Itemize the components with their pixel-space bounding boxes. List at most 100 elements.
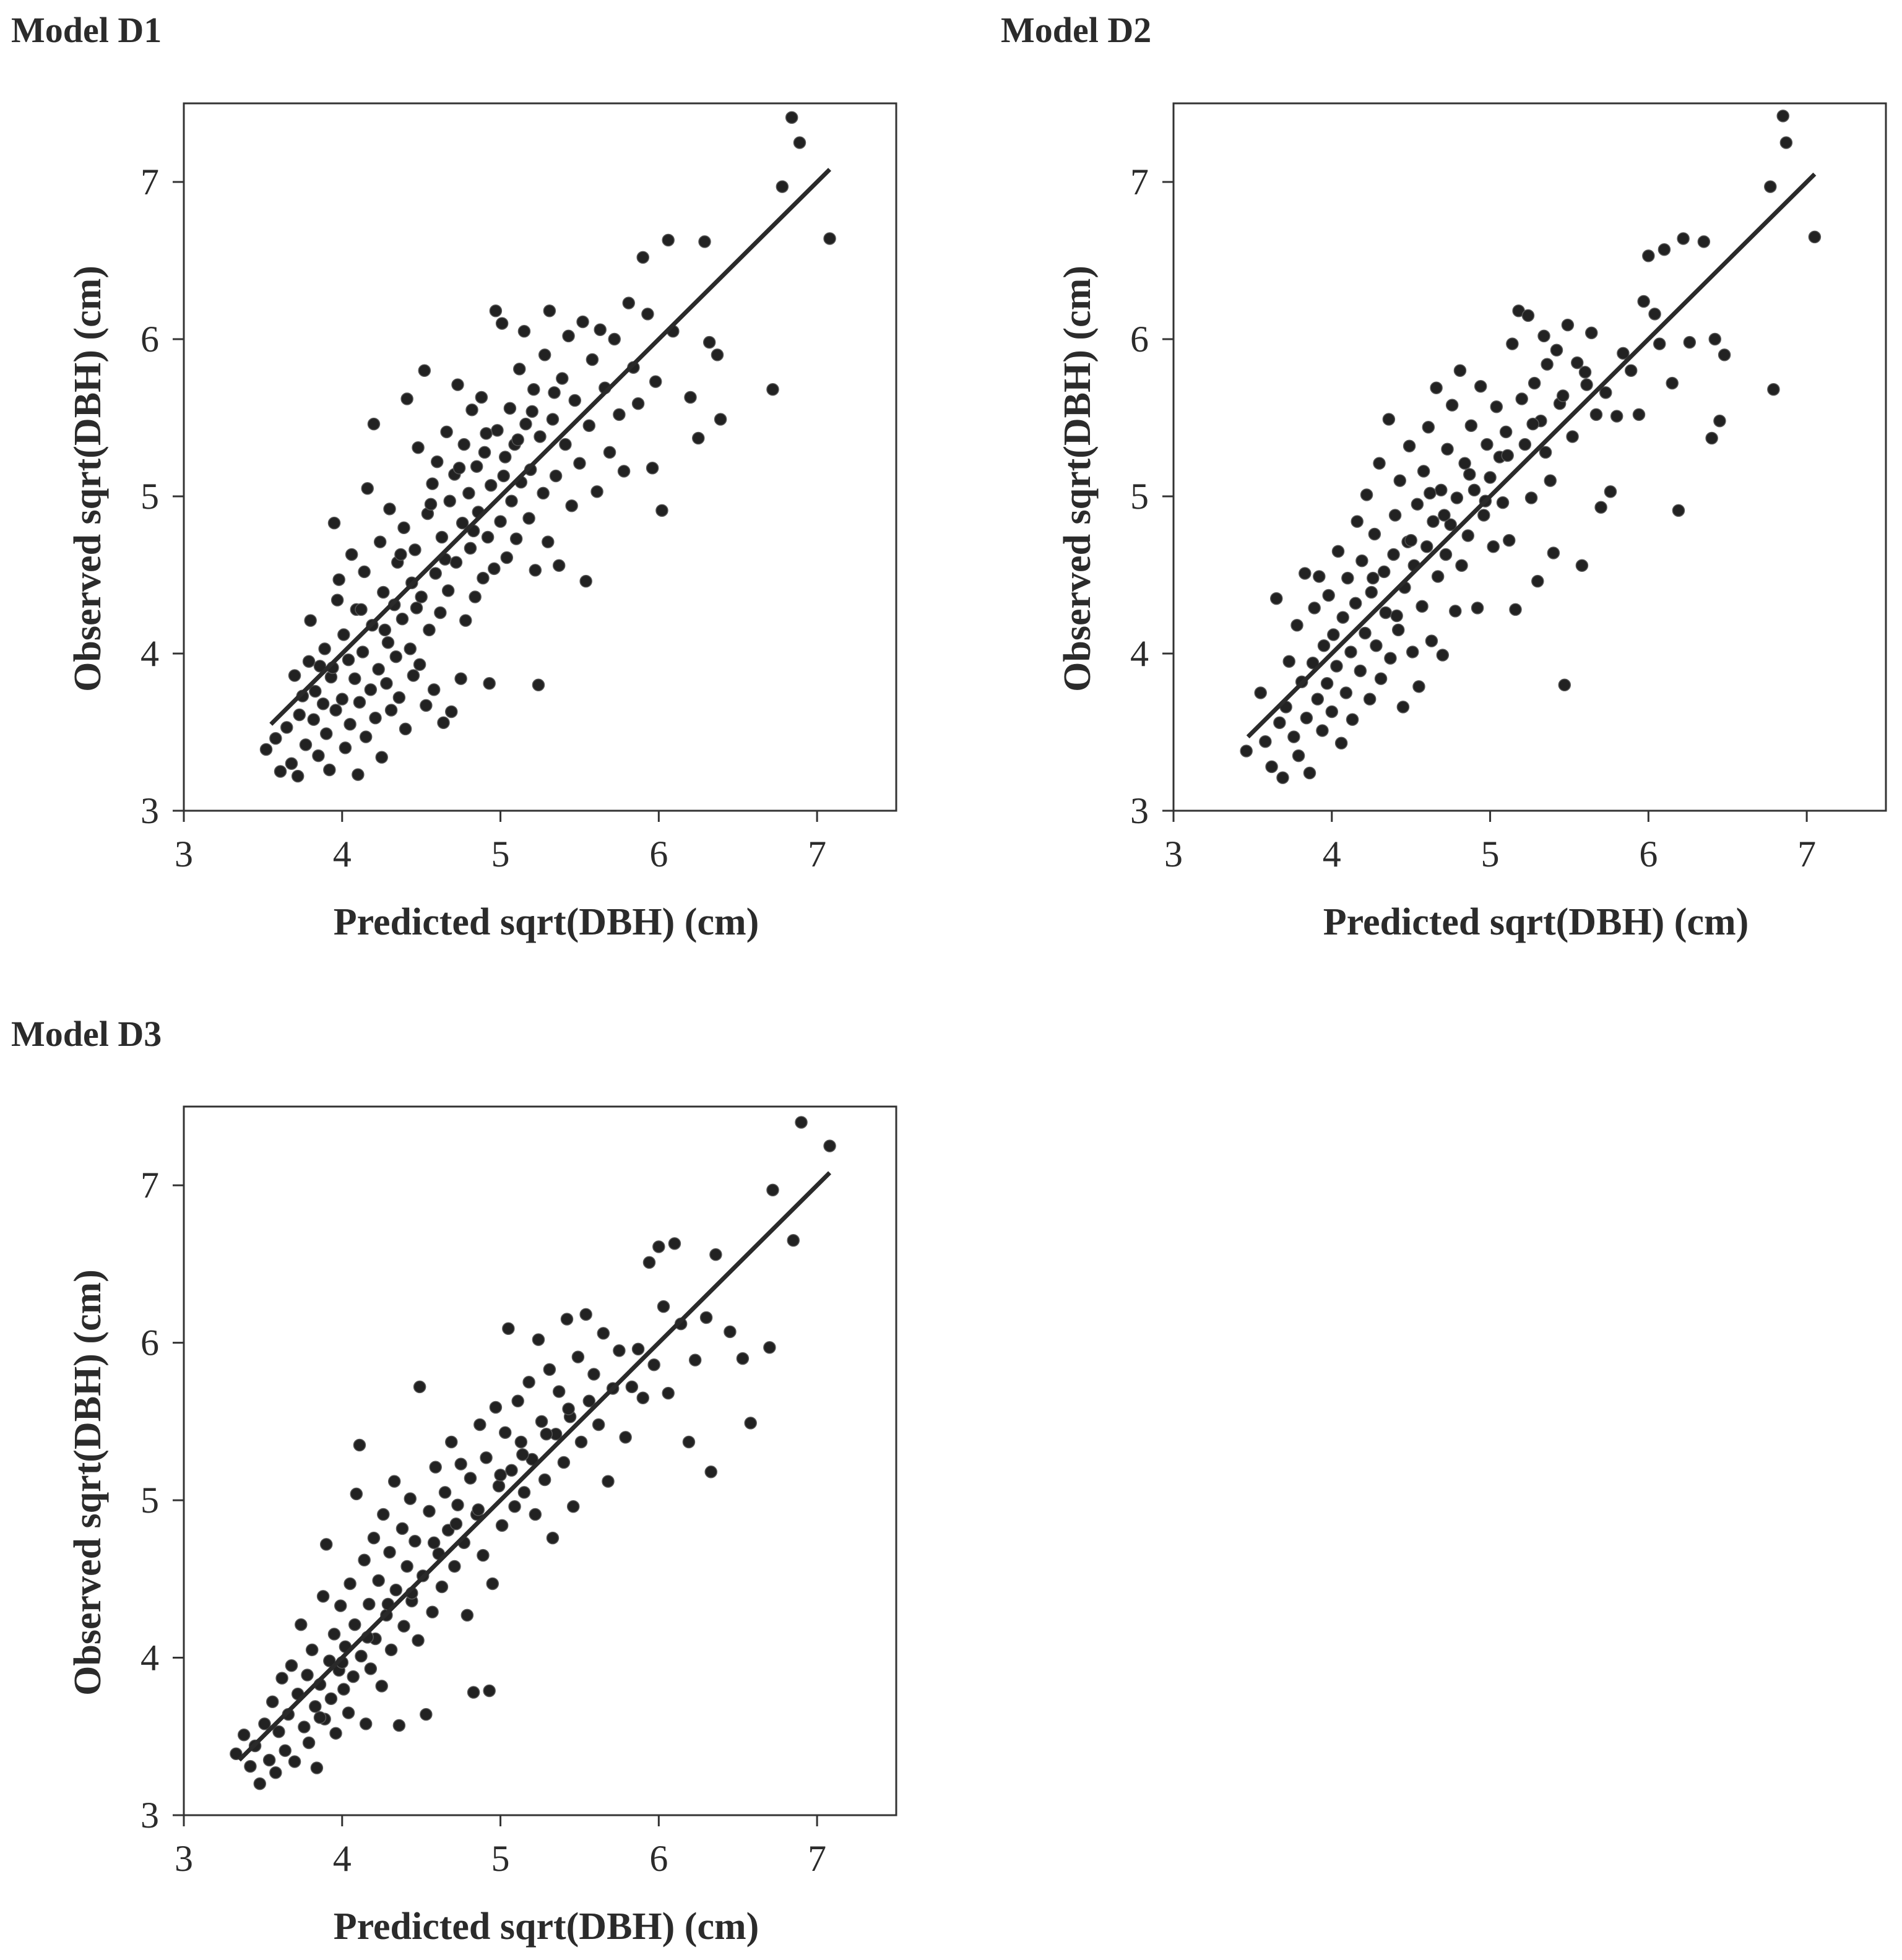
data-point <box>1300 711 1313 725</box>
data-point <box>452 462 466 475</box>
data-point <box>1515 392 1528 405</box>
data-point <box>1677 232 1690 245</box>
data-point <box>1779 136 1793 149</box>
data-point <box>543 1363 556 1376</box>
x-axis-label: Predicted sqrt(DBH) (cm) <box>1323 901 1749 943</box>
data-point <box>387 1475 401 1488</box>
data-point <box>512 363 526 376</box>
data-point <box>426 1605 439 1619</box>
data-point <box>397 521 410 535</box>
data-point <box>1425 634 1438 647</box>
data-point <box>1518 438 1532 451</box>
data-point <box>358 1553 371 1567</box>
x-tick-label: 7 <box>1797 834 1816 874</box>
data-point <box>1259 735 1272 748</box>
data-point <box>1331 545 1345 558</box>
data-point <box>230 1747 243 1761</box>
data-point <box>396 612 409 626</box>
data-point <box>435 530 449 544</box>
data-point <box>1642 249 1655 262</box>
data-point <box>404 1492 417 1505</box>
data-point <box>1367 571 1380 585</box>
data-point <box>318 642 331 655</box>
data-point <box>1412 680 1425 693</box>
data-point <box>535 1415 548 1428</box>
data-point <box>258 1717 271 1730</box>
x-tick-label: 4 <box>333 1838 352 1879</box>
data-point <box>1718 348 1731 361</box>
data-point <box>1325 705 1339 719</box>
data-point <box>592 1418 605 1431</box>
data-point <box>537 486 550 500</box>
data-point <box>1624 364 1638 378</box>
data-point <box>335 693 349 706</box>
data-point <box>1384 652 1397 665</box>
data-point <box>1575 559 1589 572</box>
data-point <box>274 765 287 778</box>
data-point <box>441 584 455 597</box>
data-point <box>1541 358 1554 371</box>
data-point <box>438 1486 452 1499</box>
data-point <box>1461 529 1474 542</box>
data-point <box>1420 540 1433 553</box>
data-point <box>375 1680 388 1693</box>
data-point <box>418 364 431 378</box>
data-point <box>359 730 373 743</box>
data-point <box>396 1522 409 1535</box>
data-point <box>1382 413 1396 426</box>
data-point <box>1617 347 1630 360</box>
data-point <box>613 1344 626 1357</box>
x-tick-label: 4 <box>1323 834 1341 874</box>
data-point <box>625 1380 639 1394</box>
data-point <box>1373 457 1386 470</box>
data-point <box>652 1240 665 1253</box>
data-point <box>1496 496 1510 509</box>
data-point <box>1265 760 1278 774</box>
data-point <box>272 1725 285 1738</box>
data-point <box>763 1341 776 1354</box>
data-point <box>1509 603 1522 616</box>
data-point <box>522 1376 535 1389</box>
data-point <box>1396 701 1410 714</box>
data-point <box>1368 527 1381 541</box>
data-point <box>1316 724 1329 737</box>
data-point <box>1346 713 1359 726</box>
data-point <box>1424 486 1437 500</box>
data-point <box>1484 471 1497 484</box>
data-point <box>408 543 421 556</box>
data-point <box>427 1536 441 1550</box>
data-point <box>1544 474 1557 487</box>
data-point <box>662 1386 675 1400</box>
y-tick-label: 3 <box>140 790 159 831</box>
data-point <box>435 1580 449 1594</box>
data-point <box>714 413 727 426</box>
data-point <box>429 1461 442 1474</box>
data-point <box>1370 639 1383 652</box>
data-point <box>1403 439 1416 452</box>
data-point <box>1270 592 1283 605</box>
data-point <box>495 317 509 330</box>
data-point <box>262 1753 276 1767</box>
data-point <box>359 1717 373 1730</box>
data-point <box>1558 678 1571 692</box>
data-point <box>1808 230 1822 244</box>
data-point <box>529 1508 542 1521</box>
data-point <box>1637 295 1650 308</box>
data-point <box>1393 474 1407 487</box>
data-point <box>1708 332 1722 346</box>
data-point <box>259 743 273 756</box>
data-point <box>334 1599 347 1612</box>
data-point <box>467 1686 480 1699</box>
data-point <box>1290 619 1303 632</box>
x-tick-label: 5 <box>491 834 510 874</box>
data-point <box>1502 533 1516 547</box>
data-point <box>514 1435 528 1449</box>
data-point <box>1374 672 1388 685</box>
data-point <box>410 602 423 615</box>
data-point <box>552 1385 566 1398</box>
data-point <box>301 1669 314 1682</box>
data-point <box>1506 337 1519 350</box>
data-point <box>364 1662 378 1675</box>
data-point <box>1594 501 1607 514</box>
data-point <box>383 503 396 516</box>
